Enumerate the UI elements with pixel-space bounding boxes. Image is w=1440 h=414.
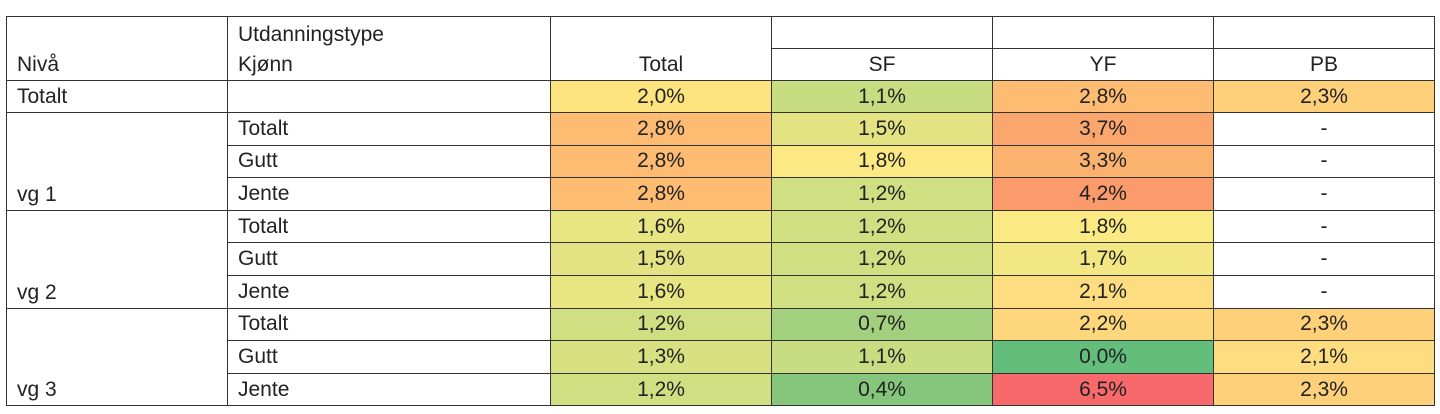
header-pb-label: PB	[1309, 53, 1338, 76]
groups.0.rows.2-cell: 1,2%	[771, 177, 993, 211]
groups.1.rows.2-cell: 2,1%	[992, 274, 1214, 309]
header-blank-yf	[992, 16, 1214, 49]
groups.2.rows.0-cell: 1,2%	[550, 307, 772, 342]
groups.0.rows.0-cell: 1,5%	[771, 112, 993, 146]
header-row-top: Nivå Utdanningstype Kjønn Total	[6, 16, 1435, 81]
groups.0.rows.1-cell: -	[1213, 144, 1435, 179]
overall-cell: 1,1%	[771, 80, 993, 113]
groups.2.rows.1-cell: 1,3%	[550, 340, 772, 374]
table-row: vg 2 Totalt 1,6% 1,2% 1,8% -	[6, 209, 1435, 309]
table-row: Gutt 1,3% 1,1% 0,0% 2,1%	[7, 340, 1435, 374]
table-row: vg 1 Totalt 2,8% 1,5% 3,7% -	[6, 112, 1435, 211]
groups.2.rows.2-cell: 6,5%	[992, 372, 1214, 407]
groups.2.rows.0-cell: 0,7%	[771, 307, 993, 342]
groups.0.rows.1-cell: 1,8%	[771, 144, 993, 179]
gender-label: Gutt	[227, 340, 551, 374]
gender-label: Gutt	[227, 144, 551, 179]
groups.2.rows.2-cell: 1,2%	[550, 372, 772, 407]
header-level: Nivå	[6, 16, 228, 81]
table-row: Jente 2,8% 1,2% 4,2% -	[7, 177, 1435, 211]
header-total: Total	[550, 16, 772, 81]
groups.1.rows.0-cell: 1,2%	[771, 209, 993, 244]
table-row: vg 3 Totalt 1,2% 0,7% 2,2% 2,3%	[6, 307, 1435, 407]
groups.2.rows.0-cell: 2,2%	[992, 307, 1214, 342]
gender-label: Gutt	[227, 242, 551, 276]
groups.0.rows.0-cell: 3,7%	[992, 112, 1214, 146]
header-blank-pb	[1213, 16, 1435, 49]
overall-cell: 2,3%	[1213, 80, 1435, 113]
gender-label: Jente	[227, 274, 551, 309]
header-pb: PB	[1213, 48, 1435, 81]
groups.1.rows.1-cell: -	[1213, 242, 1435, 276]
groups.2.rows.1-cell: 2,1%	[1213, 340, 1435, 374]
gender-label: Jente	[227, 372, 551, 407]
groups.0.rows.1-cell: 3,3%	[992, 144, 1214, 179]
gender-label-empty	[227, 80, 551, 113]
groups.2.rows.0-cell: 2,3%	[1213, 307, 1435, 342]
table-row: Gutt 2,8% 1,8% 3,3% -	[7, 144, 1435, 179]
level-label: vg 3	[6, 307, 228, 407]
table-row: Gutt 1,5% 1,2% 1,7% -	[7, 242, 1435, 276]
header-yf: YF	[992, 48, 1214, 81]
groups.2.rows.2-cell: 0,4%	[771, 372, 993, 407]
groups.1.rows.0-cell: -	[1213, 209, 1435, 244]
groups.0.rows.2-cell: 2,8%	[550, 177, 772, 211]
groups.1.rows.1-cell: 1,2%	[771, 242, 993, 276]
groups.0.rows.2-cell: -	[1213, 177, 1435, 211]
header-type-gender: Utdanningstype Kjønn	[227, 16, 551, 81]
groups.2.rows.1-cell: 1,1%	[771, 340, 993, 374]
header-gender-label: Kjønn	[238, 53, 293, 76]
groups.2.rows.1-cell: 0,0%	[992, 340, 1214, 374]
overall-cell: 2,0%	[550, 80, 772, 113]
gender-label: Totalt	[227, 112, 551, 146]
header-level-label: Nivå	[17, 53, 60, 76]
groups.0.rows.0-cell: 2,8%	[550, 112, 772, 146]
groups.1.rows.0-cell: 1,6%	[550, 209, 772, 244]
groups.1.rows.2-cell: 1,6%	[550, 274, 772, 309]
header-sf: SF	[771, 48, 993, 81]
groups.1.rows.0-cell: 1,8%	[992, 209, 1214, 244]
groups.0.rows.0-cell: -	[1213, 112, 1435, 146]
gender-label: Jente	[227, 177, 551, 211]
level-label: vg 1	[6, 112, 228, 211]
level-label: Totalt	[6, 80, 228, 113]
header-total-label: Total	[638, 53, 684, 76]
groups.1.rows.2-cell: 1,2%	[771, 274, 993, 309]
header-sf-label: SF	[868, 53, 896, 76]
groups.1.rows.2-cell: -	[1213, 274, 1435, 309]
header-blank-sf	[771, 16, 993, 49]
overall-row: Totalt 2,0% 1,1% 2,8% 2,3%	[6, 80, 1435, 113]
level-label: vg 2	[6, 209, 228, 309]
groups.0.rows.1-cell: 2,8%	[550, 144, 772, 179]
table-row: Jente 1,2% 0,4% 6,5% 2,3%	[7, 372, 1435, 407]
groups.1.rows.1-cell: 1,7%	[992, 242, 1214, 276]
header-row-bottom: SF YF PB	[7, 48, 1435, 81]
groups.2.rows.2-cell: 2,3%	[1213, 372, 1435, 407]
header-type-label: Utdanningstype	[238, 23, 384, 46]
dropout-rate-table: Nivå Utdanningstype Kjønn Total SF YF PB…	[6, 16, 1435, 407]
groups.0.rows.2-cell: 4,2%	[992, 177, 1214, 211]
overall-cell: 2,8%	[992, 80, 1214, 113]
gender-label: Totalt	[227, 307, 551, 342]
groups.1.rows.1-cell: 1,5%	[550, 242, 772, 276]
gender-label: Totalt	[227, 209, 551, 244]
header-yf-label: YF	[1089, 53, 1117, 76]
